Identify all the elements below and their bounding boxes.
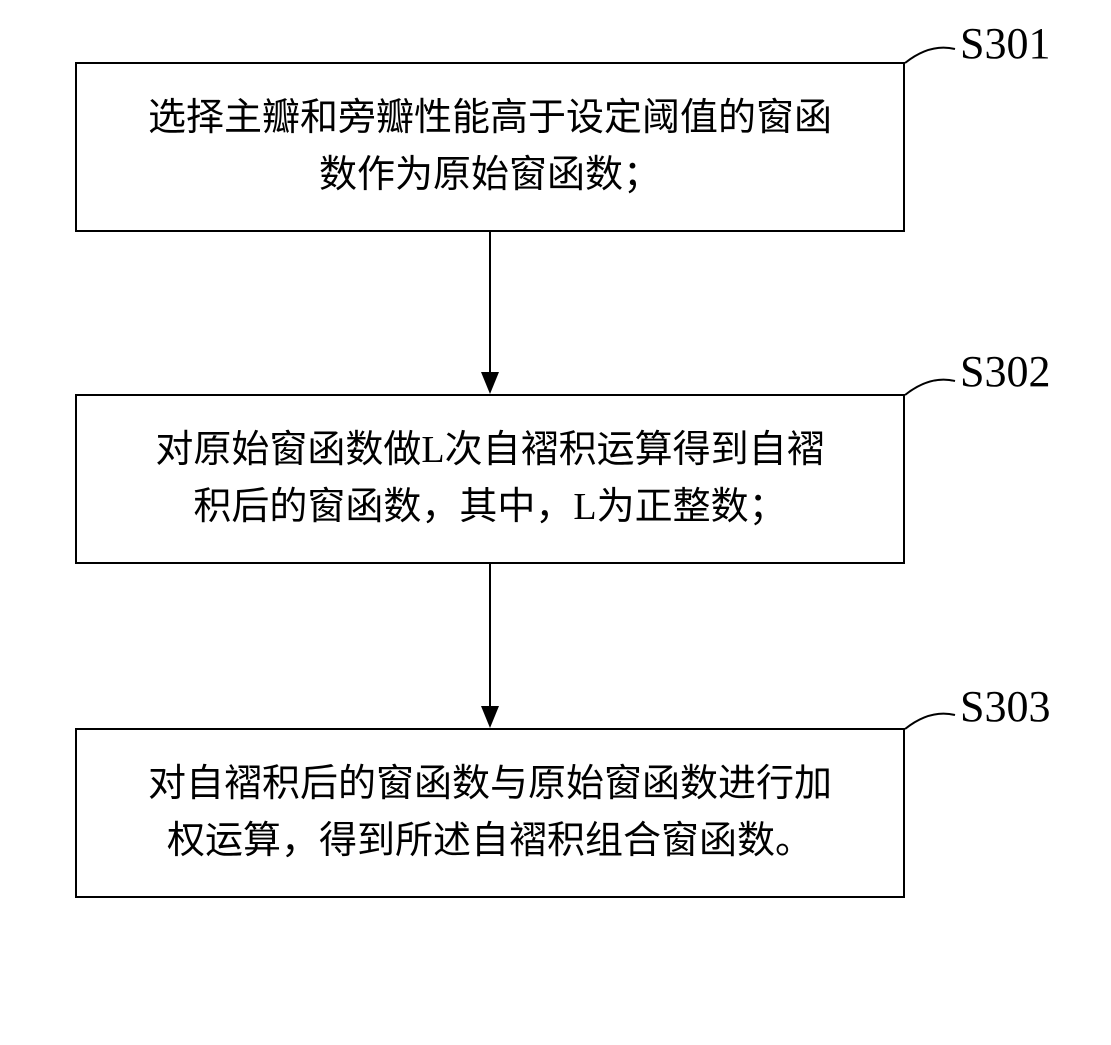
step-label-s301: S301 <box>960 22 1050 66</box>
flow-step-s301: 选择主瓣和旁瓣性能高于设定阈值的窗函 数作为原始窗函数； <box>75 62 905 232</box>
text-line: 数作为原始窗函数； <box>319 154 661 196</box>
text-line: 权运算，得到所述自褶积组合窗函数。 <box>167 820 813 862</box>
label-connector-s303 <box>900 701 970 741</box>
flow-step-text: 对自褶积后的窗函数与原始窗函数进行加 权运算，得到所述自褶积组合窗函数。 <box>148 756 832 870</box>
text-line: 对自褶积后的窗函数与原始窗函数进行加 <box>148 763 832 805</box>
step-label-s302: S302 <box>960 350 1050 394</box>
label-connector-s301 <box>900 35 970 75</box>
text-line: 对原始窗函数做L次自褶积运算得到自褶 <box>155 429 824 471</box>
step-label-s303: S303 <box>960 685 1050 729</box>
text-line: 选择主瓣和旁瓣性能高于设定阈值的窗函 <box>148 97 832 139</box>
flow-step-text: 选择主瓣和旁瓣性能高于设定阈值的窗函 数作为原始窗函数； <box>148 90 832 204</box>
flow-arrow-1 <box>478 232 502 396</box>
flow-step-s302: 对原始窗函数做L次自褶积运算得到自褶 积后的窗函数，其中，L为正整数； <box>75 394 905 564</box>
label-connector-s302 <box>900 367 970 407</box>
flow-step-s303: 对自褶积后的窗函数与原始窗函数进行加 权运算，得到所述自褶积组合窗函数。 <box>75 728 905 898</box>
text-line: 积后的窗函数，其中，L为正整数； <box>193 486 786 528</box>
flow-step-text: 对原始窗函数做L次自褶积运算得到自褶 积后的窗函数，其中，L为正整数； <box>155 422 824 536</box>
flow-arrow-2 <box>478 564 502 730</box>
